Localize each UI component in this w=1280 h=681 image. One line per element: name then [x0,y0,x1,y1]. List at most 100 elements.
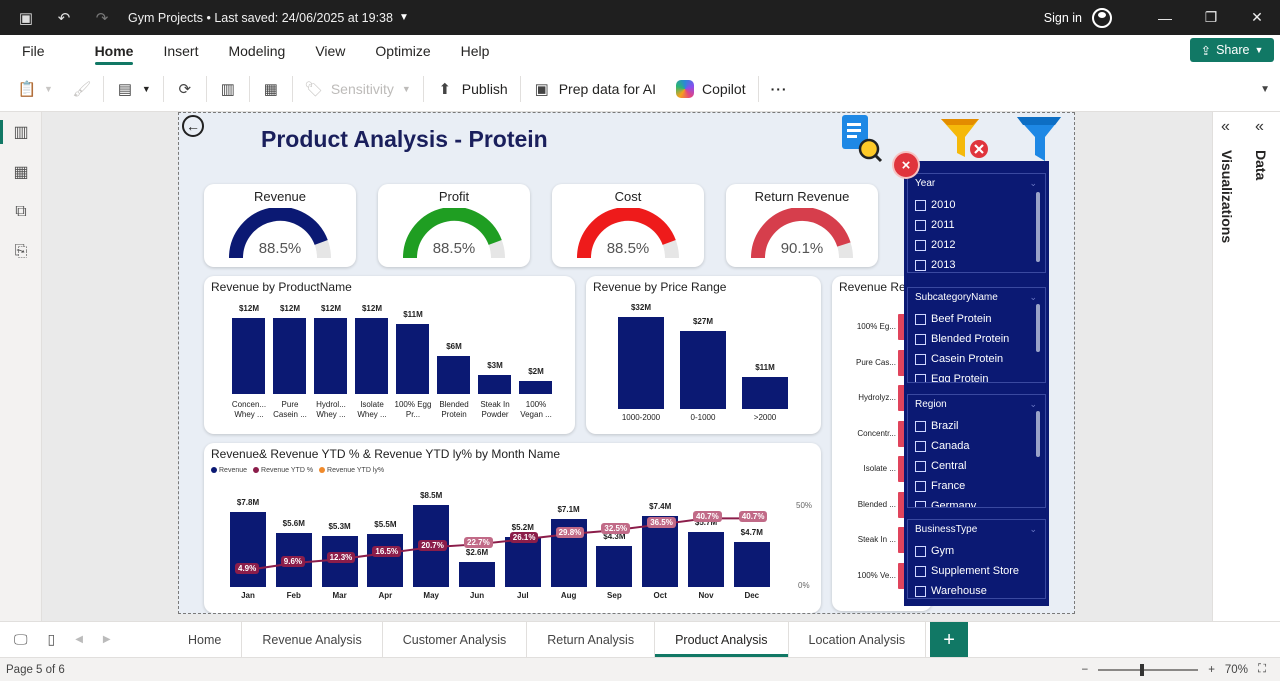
slicer-item[interactable]: Gym [908,541,1045,561]
slicer-item[interactable]: Canada [908,436,1045,456]
desktop-view-icon[interactable]: 🖵 [14,631,28,647]
redo-icon[interactable]: ↷ [95,9,109,27]
chevron-down-icon[interactable]: ⌄ [1029,399,1037,409]
close-filter-panel-icon[interactable]: × [894,153,918,177]
fit-to-page-icon[interactable]: ⛶ [1257,663,1266,675]
checkbox[interactable] [915,219,926,231]
revenue-by-price-range-chart[interactable]: Revenue by Price Range $32M 1000-2000 $27M… [586,276,821,434]
checkbox[interactable] [915,420,926,432]
slicer-item[interactable]: Germany [908,496,1045,507]
checkbox[interactable] [915,460,926,472]
tab-help[interactable]: Help [460,43,490,59]
publish-button[interactable]: ⬆ Publish [426,74,518,104]
kpi-card-revenue[interactable]: Revenue 88.5% [204,184,356,267]
bar[interactable] [504,536,541,587]
slicer-item[interactable]: Brazil [908,416,1045,436]
report-page[interactable]: ← Product Analysis - Protein Revenue 88.… [178,112,1075,614]
zoom-in-icon[interactable]: + [1208,663,1215,676]
sensitivity-button[interactable]: 🏷 Sensitivity ▼ [304,81,411,98]
slicer-item[interactable]: 2012 [908,235,1045,255]
page-tab[interactable]: Revenue Analysis [242,622,383,657]
data-pane-tab[interactable]: Data [1253,150,1269,181]
page-tab[interactable]: Location Analysis [789,622,927,657]
slicer-region[interactable]: Region ⌄ Brazil Canada Central France Germany [907,394,1046,508]
bar[interactable] [688,532,724,587]
restore-icon[interactable]: ❐ [1204,9,1218,25]
kpi-card-return-revenue[interactable]: Return Revenue 90.1% [726,184,878,267]
next-page-icon[interactable]: ▶ [102,634,111,645]
bar[interactable] [478,375,511,394]
copilot-button[interactable]: Copilot [666,74,756,104]
chevron-down-icon[interactable]: ⌄ [1029,178,1037,188]
checkbox[interactable] [915,313,926,325]
bar[interactable] [519,381,552,394]
dax-query-icon[interactable]: ⎘ [14,243,28,260]
prev-page-icon[interactable]: ◀ [75,634,83,645]
chevron-down-icon[interactable]: ⌄ [1029,524,1037,534]
slicer-item[interactable]: Beef Protein [908,309,1045,329]
tab-insert[interactable]: Insert [163,43,199,59]
paste-button[interactable]: 📋 ▼ [17,81,53,98]
checkbox[interactable] [915,373,926,382]
bar[interactable] [596,545,633,587]
kpi-card-profit[interactable]: Profit 88.5% [378,184,530,267]
scrollbar[interactable] [1036,304,1040,352]
bar[interactable] [230,511,266,587]
bar[interactable] [898,562,905,589]
bar[interactable] [355,318,388,394]
bar[interactable] [898,314,905,340]
clear-filter-icon[interactable] [939,115,993,163]
bar[interactable] [396,324,429,394]
filter-icon[interactable] [1015,115,1065,163]
bar[interactable] [314,318,347,394]
page-tab[interactable]: Return Analysis [527,622,656,657]
slicer-item[interactable]: France [908,476,1045,496]
collapse-visualizations-icon[interactable]: « [1221,118,1230,135]
page-tab[interactable]: Product Analysis [655,622,789,657]
bar[interactable] [232,318,265,394]
new-visual-button[interactable]: ▥ [209,74,247,104]
bar[interactable] [898,456,905,482]
slicer-subcategoryname[interactable]: SubcategoryName ⌄ Beef Protein Blended Prot… [907,287,1046,383]
get-data-button[interactable]: ▤ ▼ [117,81,151,98]
slicer-businesstype[interactable]: BusinessType ⌄ Gym Supplement Store Warehous… [907,519,1046,599]
tab-view[interactable]: View [315,43,346,59]
slicer-item[interactable]: Warehouse [908,581,1045,598]
zoom-out-icon[interactable]: − [1081,663,1089,676]
bar[interactable] [898,491,905,518]
slicer-item[interactable]: Egg Protein [908,369,1045,382]
checkbox[interactable] [915,353,926,365]
chevron-down-icon[interactable]: ▼ [398,12,409,23]
report-view-icon[interactable]: ▥ [0,112,42,152]
slicer-year[interactable]: Year ⌄ 2010 2011 2012 2013 [907,173,1046,273]
bar[interactable] [733,541,770,587]
checkbox[interactable] [915,199,926,211]
bar[interactable] [367,533,404,587]
slicer-item[interactable]: Casein Protein [908,349,1045,369]
transform-data-button[interactable]: ⟳ [166,74,204,104]
collapse-data-icon[interactable]: « [1255,118,1264,135]
avatar[interactable] [1092,7,1112,28]
back-arrow-icon[interactable]: ← [182,115,204,137]
bar[interactable] [898,385,905,411]
slicer-item[interactable]: 2013 [908,255,1045,272]
checkbox[interactable] [915,480,926,492]
scrollbar[interactable] [1036,192,1040,262]
bar[interactable] [273,318,306,394]
slicer-item[interactable]: Blended Protein [908,329,1045,349]
visualizations-pane-tab[interactable]: Visualizations [1219,150,1235,244]
prep-data-button[interactable]: ▣ Prep data for AI [523,74,666,104]
document-search-icon[interactable] [839,113,885,163]
table-view-icon[interactable]: ▦ [13,164,29,181]
checkbox[interactable] [915,585,926,597]
checkbox[interactable] [915,545,926,557]
checkbox[interactable] [915,440,926,452]
tab-home[interactable]: Home [80,35,149,67]
sign-in-link[interactable]: Sign in [1043,10,1082,25]
share-button[interactable]: ⇪ Share ▼ [1190,38,1274,62]
add-page-button[interactable]: + [930,622,969,658]
checkbox[interactable] [915,239,926,251]
format-painter-button[interactable]: 🖌 [63,74,101,104]
revenue-by-product-chart[interactable]: Revenue by ProductName $12M Concen... Whe… [204,276,575,434]
slicer-item[interactable]: 2011 [908,215,1045,235]
